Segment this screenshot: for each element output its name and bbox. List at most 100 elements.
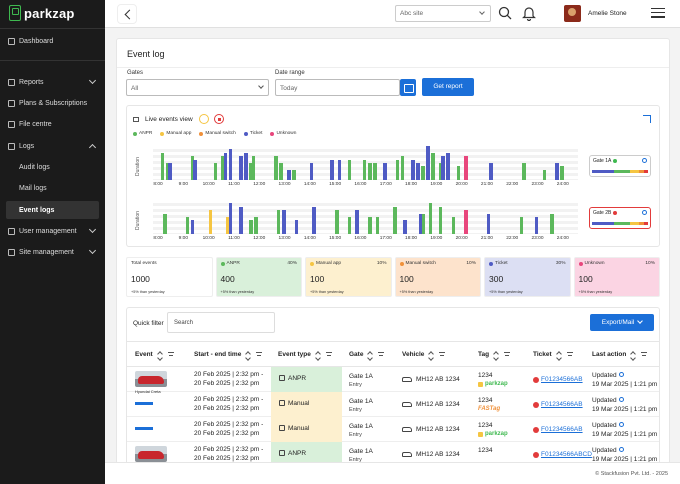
stat-card[interactable]: Ticket 30% 300 +5% than yesterday — [484, 257, 571, 297]
chart-bar-anpr[interactable] — [249, 163, 253, 180]
filter-icon[interactable] — [378, 352, 385, 357]
hamburger-menu-icon[interactable] — [651, 8, 665, 19]
chart-bar-anpr[interactable] — [279, 163, 283, 180]
column-header[interactable]: Event type — [278, 351, 332, 358]
sort-icon[interactable] — [316, 352, 321, 358]
back-button[interactable] — [117, 4, 137, 24]
sort-icon[interactable] — [368, 352, 373, 358]
sidebar-item-plans[interactable]: Plans & Subscriptions — [0, 94, 105, 112]
chart-bar-anpr[interactable] — [347, 217, 352, 234]
chart-bar-ticket[interactable] — [441, 156, 445, 180]
gate-card-2b[interactable]: Gate 2B — [589, 207, 651, 229]
chart-bar-anpr[interactable] — [395, 159, 400, 180]
filter-icon[interactable] — [504, 352, 511, 357]
search-icon[interactable] — [498, 6, 512, 20]
sidebar-item-event-logs[interactable]: Event logs — [6, 201, 99, 219]
chart-bar-ticket[interactable] — [403, 220, 407, 234]
filter-icon[interactable] — [256, 352, 263, 357]
chart-bar-manual-app[interactable] — [226, 217, 230, 234]
bell-icon[interactable] — [522, 5, 536, 21]
sidebar-item-logs[interactable]: Logs — [0, 137, 105, 155]
filter-icon[interactable] — [325, 352, 332, 357]
sidebar-item-reports[interactable]: Reports — [0, 73, 105, 91]
pause-icon[interactable] — [199, 114, 209, 124]
chart-bar-anpr[interactable] — [251, 156, 256, 180]
chart-bar-ticket[interactable] — [418, 213, 423, 234]
chart-bar-manual-app[interactable] — [208, 210, 213, 234]
chart-bar-anpr[interactable] — [165, 163, 170, 180]
table-row[interactable]: 20 Feb 2025 | 2:32 pm -20 Feb 2025 | 2:3… — [127, 417, 659, 442]
stop-icon[interactable] — [214, 114, 224, 124]
chart-bar-ticket[interactable] — [193, 159, 197, 180]
chart-bar-ticket[interactable] — [309, 163, 314, 180]
chart-bar-anpr[interactable] — [375, 217, 380, 234]
chart-bar-ticket[interactable] — [228, 149, 233, 180]
chart-bar-unknown[interactable] — [464, 156, 468, 180]
sidebar-item-file-centre[interactable]: File centre — [0, 115, 105, 133]
chart-bar-anpr[interactable] — [335, 210, 339, 234]
ticket-cell[interactable]: F01234566ABCD — [533, 451, 592, 458]
chart-bar-ticket[interactable] — [416, 163, 420, 180]
sidebar-item-audit-logs[interactable]: Audit logs — [0, 158, 105, 176]
chart-bar-anpr[interactable] — [213, 163, 218, 180]
chart-bar-anpr[interactable] — [373, 163, 377, 180]
vehicle-thumbnail[interactable] — [135, 446, 167, 462]
chart-bar-ticket[interactable] — [294, 220, 299, 234]
table-row[interactable]: 20 Feb 2025 | 2:32 pm -20 Feb 2025 | 2:3… — [127, 392, 659, 417]
chart-bar-anpr[interactable] — [190, 156, 195, 180]
chart-bar-anpr[interactable] — [451, 217, 455, 234]
chart-bar-ticket[interactable] — [489, 163, 493, 180]
chart-bar-anpr[interactable] — [221, 156, 225, 180]
chart-bar-ticket[interactable] — [383, 163, 387, 180]
chart-bar-ticket[interactable] — [555, 163, 559, 180]
stat-card[interactable]: Unknown 10% 100 +5% than yesterday — [573, 257, 660, 297]
chart-bar-ticket[interactable] — [282, 210, 286, 234]
stat-card[interactable]: Manual switch 10% 100 +5% than yesterday — [394, 257, 481, 297]
sort-icon[interactable] — [557, 352, 562, 358]
chart-bar-anpr[interactable] — [542, 169, 547, 180]
chart-bar-anpr[interactable] — [347, 159, 352, 180]
chart-bar-anpr[interactable] — [274, 156, 278, 180]
column-header[interactable]: Tag — [478, 351, 511, 358]
chart-bar-anpr[interactable] — [522, 163, 526, 180]
column-header[interactable]: Gate — [349, 351, 385, 358]
refresh-icon[interactable] — [642, 158, 647, 163]
table-row[interactable]: 20 Feb 2025 | 2:32 pm -20 Feb 2025 | 2:3… — [127, 442, 659, 463]
sidebar-item-site-management[interactable]: Site management — [0, 243, 105, 261]
expand-icon[interactable] — [643, 115, 651, 123]
chart-bar-anpr[interactable] — [362, 159, 367, 180]
stat-card[interactable]: ANPR 40% 400 +5% than yesterday — [215, 257, 302, 297]
column-header[interactable]: Ticket — [533, 351, 573, 358]
refresh-icon[interactable] — [642, 210, 647, 215]
chart-bar-anpr[interactable] — [368, 217, 372, 234]
avatar[interactable] — [564, 5, 581, 22]
chart-bar-anpr[interactable] — [276, 210, 281, 234]
chart-bar-anpr[interactable] — [185, 217, 190, 234]
chart-bar-ticket[interactable] — [223, 152, 228, 180]
chart-bar-ticket[interactable] — [330, 159, 334, 180]
chart-bar-ticket[interactable] — [486, 213, 491, 234]
gates-select[interactable]: All — [126, 79, 269, 96]
sort-icon[interactable] — [158, 352, 163, 358]
chart-bar-anpr[interactable] — [438, 163, 443, 180]
sidebar-item-mail-logs[interactable]: Mail logs — [0, 179, 105, 197]
vehicle-thumbnail[interactable] — [135, 371, 167, 387]
column-header[interactable]: Event — [135, 351, 174, 358]
brand-logo[interactable]: parkzap — [9, 5, 75, 21]
column-header[interactable]: Vehicle — [402, 351, 446, 358]
stat-card[interactable]: Total events 1000 +5% than yesterday — [126, 257, 213, 297]
chart-bar-ticket[interactable] — [312, 206, 316, 234]
chart-bar-ticket[interactable] — [239, 206, 243, 234]
gate-card-1a[interactable]: Gate 1A — [589, 155, 651, 177]
chart-bar-ticket[interactable] — [287, 169, 291, 180]
table-row[interactable]: Hyundai Creta 20 Feb 2025 | 2:32 pm -20 F… — [127, 367, 659, 394]
sort-icon[interactable] — [246, 352, 251, 358]
chart-bar-unknown[interactable] — [464, 210, 468, 234]
sidebar-item-dashboard[interactable]: Dashboard — [0, 32, 105, 50]
search-input[interactable]: Search — [167, 312, 275, 333]
chart-bar-ticket[interactable] — [534, 217, 539, 234]
ticket-cell[interactable]: F01234566AB — [533, 401, 583, 408]
column-header[interactable]: Start - end time — [194, 351, 263, 358]
chart-bar-anpr[interactable] — [393, 206, 397, 234]
chart-bar-ticket[interactable] — [244, 152, 248, 180]
